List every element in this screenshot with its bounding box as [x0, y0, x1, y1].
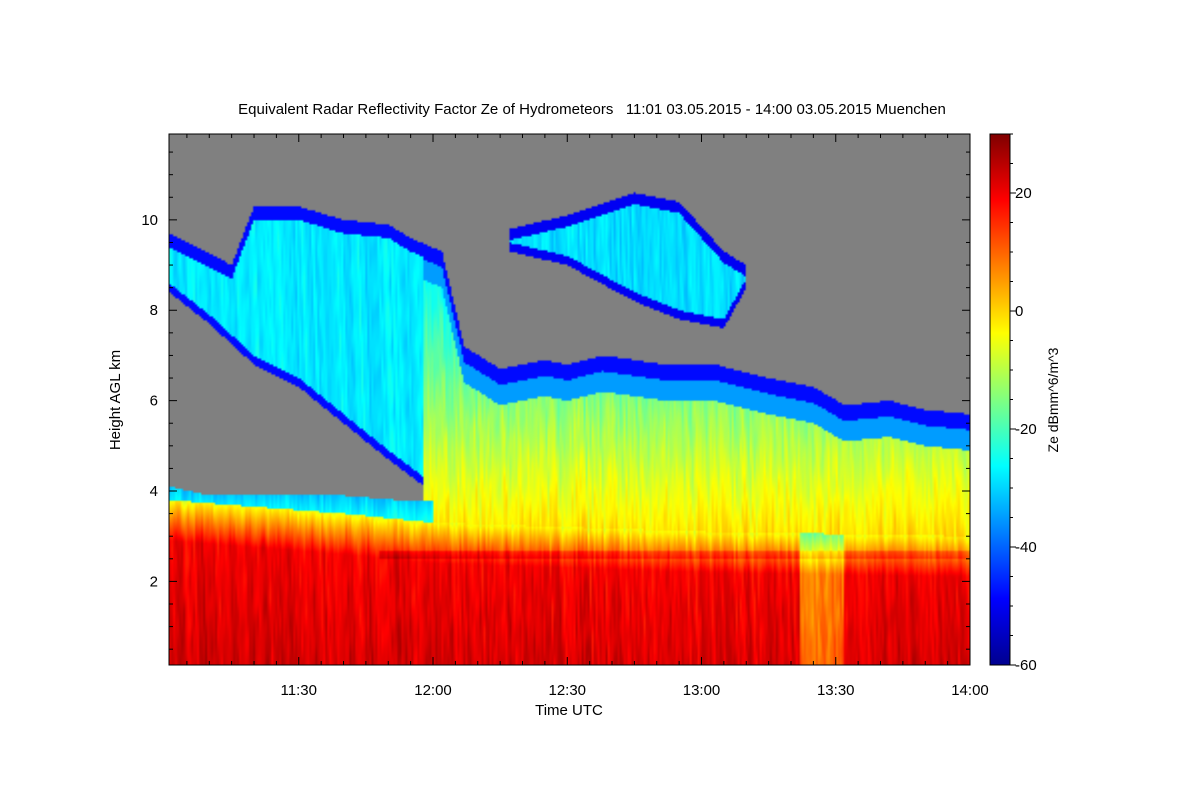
colorbar-tick-label: 20: [1015, 185, 1032, 202]
chart-title: Equivalent Radar Reflectivity Factor Ze …: [238, 101, 946, 118]
x-tick-label: 13:00: [683, 682, 721, 699]
y-tick-label: 8: [150, 302, 158, 319]
x-tick-label: 12:30: [548, 682, 586, 699]
colorbar-axis: 20 0 -20 -40 -60: [1010, 133, 1037, 674]
colorbar-tick-label: -60: [1015, 657, 1037, 674]
x-tick-label: 14:00: [951, 682, 989, 699]
x-tick-label: 12:00: [414, 682, 452, 699]
plot-area: [168, 133, 971, 666]
x-axis-label: Time UTC: [535, 702, 603, 719]
x-tick-label: 11:30: [281, 682, 317, 699]
colorbar-gradient: [989, 133, 1011, 666]
colorbar-tick-label: 0: [1015, 303, 1023, 320]
colorbar: 20 0 -20 -40 -60 Ze dBmm^6/m^3: [989, 133, 1061, 674]
y-tick-label: 6: [150, 393, 158, 410]
plot-frame: [168, 133, 971, 666]
y-axis: 2 4 6 8 10: [141, 151, 970, 650]
colorbar-tick-label: -40: [1015, 539, 1037, 556]
y-tick-label: 2: [150, 573, 158, 590]
colorbar-tick-label: -20: [1015, 421, 1037, 438]
reflectivity-heatmap: [169, 134, 970, 665]
y-tick-label: 10: [141, 212, 158, 229]
colorbar-label: Ze dBmm^6/m^3: [1045, 347, 1061, 452]
y-tick-label: 4: [150, 483, 158, 500]
x-axis: 11:30 12:00 12:30 13:00 13:30 14:00: [186, 134, 989, 699]
y-axis-label: Height AGL km: [107, 350, 124, 450]
x-tick-label: 13:30: [817, 682, 855, 699]
